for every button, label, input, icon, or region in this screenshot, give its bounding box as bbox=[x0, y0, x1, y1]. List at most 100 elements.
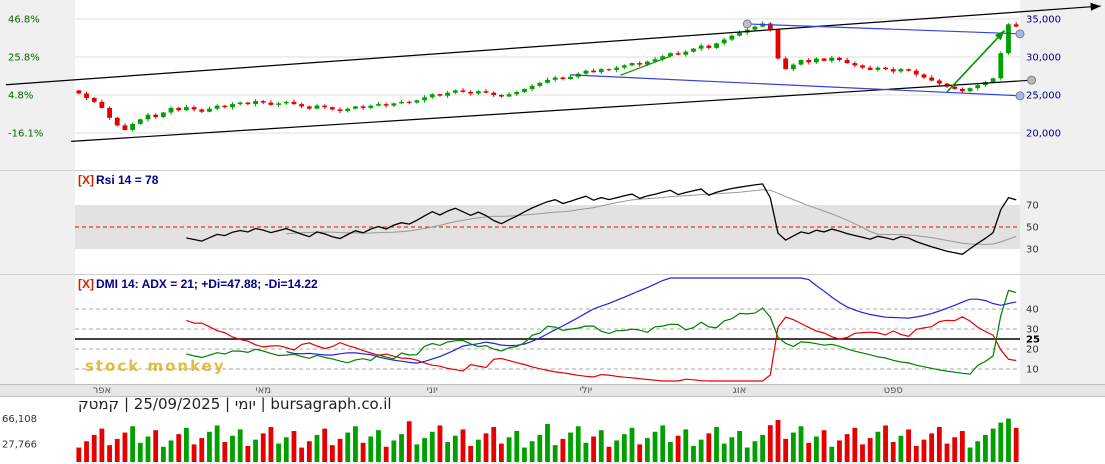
candle bbox=[860, 64, 865, 69]
volume-bar bbox=[199, 438, 205, 462]
volume-bar bbox=[422, 438, 427, 462]
volume-bar bbox=[744, 447, 750, 462]
dmi-indicator-text: DMI 14: ADX = 21; +Di=47.88; -Di=14.22 bbox=[96, 277, 318, 291]
blue-line-lower[interactable] bbox=[570, 74, 1025, 101]
volume-bar bbox=[606, 446, 612, 462]
rsi-chart[interactable]: 70 50 30 bbox=[0, 171, 1105, 275]
green-segment[interactable] bbox=[620, 55, 671, 76]
volume-panel: 66,108 27,766 bbox=[0, 412, 1105, 464]
candle bbox=[107, 106, 112, 120]
candle bbox=[122, 123, 128, 131]
dmi-remove-button[interactable]: [X] bbox=[78, 277, 94, 291]
candle bbox=[921, 73, 927, 79]
trendline-handle[interactable] bbox=[742, 19, 752, 29]
candle bbox=[360, 104, 366, 111]
trendline-handle[interactable] bbox=[1015, 91, 1025, 101]
volume-bar bbox=[844, 434, 850, 462]
volume-bar bbox=[706, 433, 712, 462]
volume-bar bbox=[959, 430, 965, 462]
volume-bar bbox=[829, 446, 835, 462]
plus-di-line bbox=[186, 289, 1017, 375]
volume-bar bbox=[691, 445, 696, 462]
volume-bar bbox=[214, 425, 220, 462]
candle bbox=[844, 57, 850, 64]
volume-bar bbox=[452, 435, 458, 462]
candle bbox=[783, 56, 789, 70]
volume-bar bbox=[898, 435, 904, 462]
green-arrow[interactable] bbox=[946, 29, 1006, 93]
candle bbox=[1006, 23, 1011, 55]
price-chart[interactable]: 35,000 46.8% 30,000 25.8% 25,000 4.8% 20,000 -1… bbox=[0, 0, 1105, 170]
candle bbox=[214, 104, 220, 111]
candle bbox=[890, 67, 896, 74]
footer-bar: יומי | 25/09/2025 | קמטק | bursagraph.co… bbox=[0, 397, 1105, 412]
candle bbox=[299, 102, 305, 109]
month-label: אפר bbox=[92, 385, 112, 396]
candle bbox=[621, 64, 627, 70]
candle bbox=[752, 25, 758, 31]
candle bbox=[329, 106, 335, 111]
candle bbox=[237, 101, 243, 106]
trendline-handle[interactable] bbox=[1015, 29, 1025, 39]
volume-bar bbox=[967, 447, 973, 462]
volume-bar bbox=[545, 423, 550, 462]
rsi-axis-label: 70 bbox=[1026, 201, 1039, 212]
candle bbox=[437, 93, 443, 97]
volume-bar bbox=[560, 438, 566, 462]
candle bbox=[99, 99, 105, 109]
volume-bar bbox=[91, 434, 97, 462]
volume-bar bbox=[683, 429, 689, 462]
volume-chart[interactable]: 66,108 27,766 bbox=[0, 412, 1105, 464]
trendline-handle[interactable] bbox=[1027, 75, 1037, 85]
volume-bar bbox=[475, 439, 481, 462]
percent-axis-label: 4.8% bbox=[8, 91, 33, 102]
candle bbox=[598, 67, 604, 74]
volume-bar bbox=[291, 430, 297, 462]
candle bbox=[376, 101, 381, 107]
price-axis-label: 30,000 bbox=[1026, 53, 1061, 64]
candle bbox=[253, 99, 258, 107]
candle bbox=[337, 107, 343, 114]
price-axis-label: 35,000 bbox=[1026, 15, 1061, 26]
volume-bar bbox=[145, 436, 151, 462]
candle bbox=[883, 66, 888, 71]
candle bbox=[706, 44, 712, 50]
volume-bar bbox=[499, 443, 504, 462]
volume-bar bbox=[637, 444, 643, 462]
trendline-upper[interactable] bbox=[5, 2, 1101, 86]
candle bbox=[522, 88, 527, 93]
candle bbox=[76, 89, 82, 95]
trendline-lower[interactable] bbox=[71, 75, 1037, 142]
candle bbox=[483, 89, 489, 94]
candle bbox=[775, 28, 781, 60]
candle bbox=[683, 50, 689, 57]
volume-bar bbox=[84, 441, 89, 462]
rsi-remove-button[interactable]: [X] bbox=[78, 173, 94, 187]
volume-bar bbox=[445, 442, 451, 462]
candle bbox=[291, 99, 297, 105]
month-label: יולי bbox=[579, 385, 593, 396]
month-label: יוני bbox=[426, 385, 438, 396]
candle bbox=[913, 68, 919, 77]
candle bbox=[230, 102, 235, 110]
volume-bar bbox=[552, 445, 558, 462]
volume-bar bbox=[598, 430, 604, 462]
volume-bar bbox=[668, 442, 673, 462]
dmi-axis-label: 25 bbox=[1026, 335, 1040, 346]
candle bbox=[545, 77, 550, 84]
candle bbox=[475, 90, 481, 95]
volume-bar bbox=[114, 438, 120, 462]
candle bbox=[898, 67, 904, 74]
candle bbox=[737, 30, 742, 37]
volume-bar bbox=[1006, 418, 1011, 462]
footer-text: יומי | 25/09/2025 | קמטק | bursagraph.co… bbox=[78, 395, 392, 413]
watermark: stock monkey bbox=[85, 357, 226, 375]
volume-bar bbox=[353, 426, 358, 462]
month-label: מאי bbox=[255, 385, 272, 396]
candle bbox=[153, 113, 159, 119]
candle bbox=[959, 87, 965, 94]
volume-bar bbox=[867, 438, 873, 462]
blue-line-upper[interactable] bbox=[742, 19, 1025, 39]
volume-bar bbox=[314, 434, 320, 462]
